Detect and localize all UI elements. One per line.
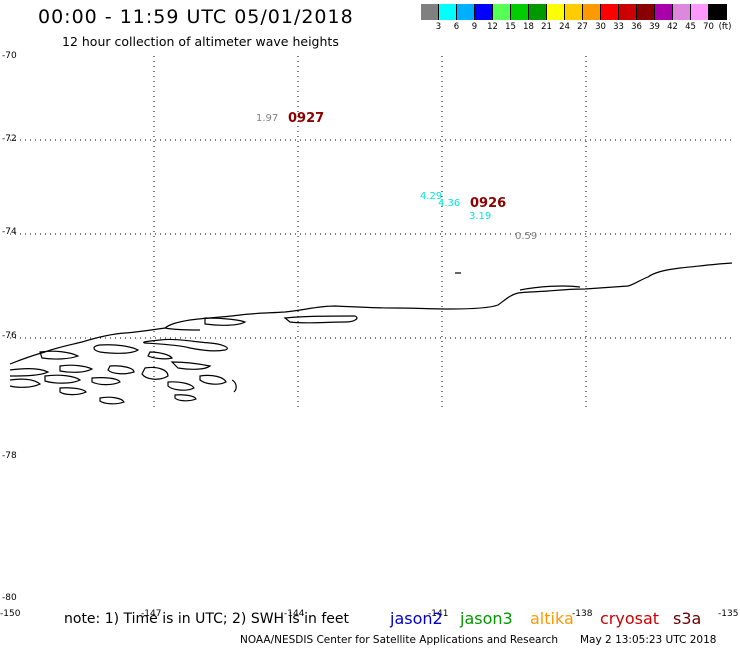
wave-height-value: 1.97	[256, 113, 279, 124]
wave-height-value: 0.59	[515, 231, 538, 242]
satellite-label-jason2: jason2	[390, 609, 443, 628]
pass-time-label: 0927	[288, 111, 325, 126]
legend-label: 42	[667, 22, 678, 32]
legend-swatch	[457, 4, 475, 20]
legend-swatch	[529, 4, 547, 20]
x-tick-label: -138	[572, 609, 593, 619]
x-tick-label: -147	[141, 609, 162, 619]
legend-label: 12	[487, 22, 498, 32]
legend-label: 30	[595, 22, 606, 32]
legend-swatch	[439, 4, 457, 20]
legend-swatch	[637, 4, 655, 20]
wave-height-value: 4.29	[420, 191, 443, 202]
color-legend: 3 6 9 12 15 18 21 24 27 30 33 36 39 42 45 70 (ft)	[421, 4, 731, 36]
generated-timestamp: May 2 13:05:23 UTC 2018	[580, 634, 717, 646]
legend-label: 36	[631, 22, 642, 32]
legend-label: 21	[541, 22, 552, 32]
map-subtitle: 12 hour collection of altimeter wave hei…	[62, 34, 339, 49]
legend-swatch	[511, 4, 529, 20]
legend-swatch	[565, 4, 583, 20]
legend-swatch	[421, 4, 439, 20]
legend-label: 24	[559, 22, 570, 32]
legend-swatch	[691, 4, 709, 20]
y-tick-label: -76	[2, 331, 17, 341]
pass-time-label: 0926	[470, 196, 507, 211]
legend-swatch	[673, 4, 691, 20]
legend-swatch	[583, 4, 601, 20]
x-tick-label: -141	[428, 609, 449, 619]
y-tick-label: -80	[2, 593, 17, 603]
legend-label: 15	[505, 22, 516, 32]
y-tick-label: -72	[2, 134, 17, 144]
legend-swatch	[601, 4, 619, 20]
legend-label: 18	[523, 22, 534, 32]
legend-label: 9	[471, 22, 478, 32]
satellite-label-jason3: jason3	[460, 609, 513, 628]
wave-height-value: 3.19	[469, 211, 492, 222]
coastline	[9, 262, 733, 405]
legend-swatch	[547, 4, 565, 20]
credit-text: NOAA/NESDIS Center for Satellite Applica…	[240, 634, 558, 646]
satellite-label-altika: altika	[530, 609, 574, 628]
legend-swatch	[655, 4, 673, 20]
legend-label: 45	[685, 22, 696, 32]
y-tick-label: -78	[2, 451, 17, 461]
legend-label: 3	[435, 22, 442, 32]
x-tick-label: -135	[718, 609, 739, 619]
legend-label: 27	[577, 22, 588, 32]
footer-note: note: 1) Time is in UTC; 2) SWH is in fe…	[64, 611, 350, 627]
map-title: 00:00 - 11:59 UTC 05/01/2018	[38, 6, 354, 28]
y-tick-label: -70	[2, 51, 17, 61]
x-tick-label: -144	[284, 609, 305, 619]
legend-label: 39	[649, 22, 660, 32]
grid-lines	[10, 56, 732, 408]
satellite-label-cryosat: cryosat	[600, 609, 660, 628]
legend-label: 33	[613, 22, 624, 32]
legend-swatch	[709, 4, 727, 20]
legend-swatch	[475, 4, 493, 20]
y-tick-label: -74	[2, 227, 17, 237]
legend-unit: (ft)	[718, 22, 732, 32]
legend-label: 6	[453, 22, 460, 32]
wave-height-value: 4.36	[438, 198, 461, 209]
legend-swatch	[619, 4, 637, 20]
legend-label: 70	[703, 22, 714, 32]
satellite-label-s3a: s3a	[673, 609, 702, 628]
legend-swatch	[493, 4, 511, 20]
x-tick-label: -150	[0, 609, 21, 619]
